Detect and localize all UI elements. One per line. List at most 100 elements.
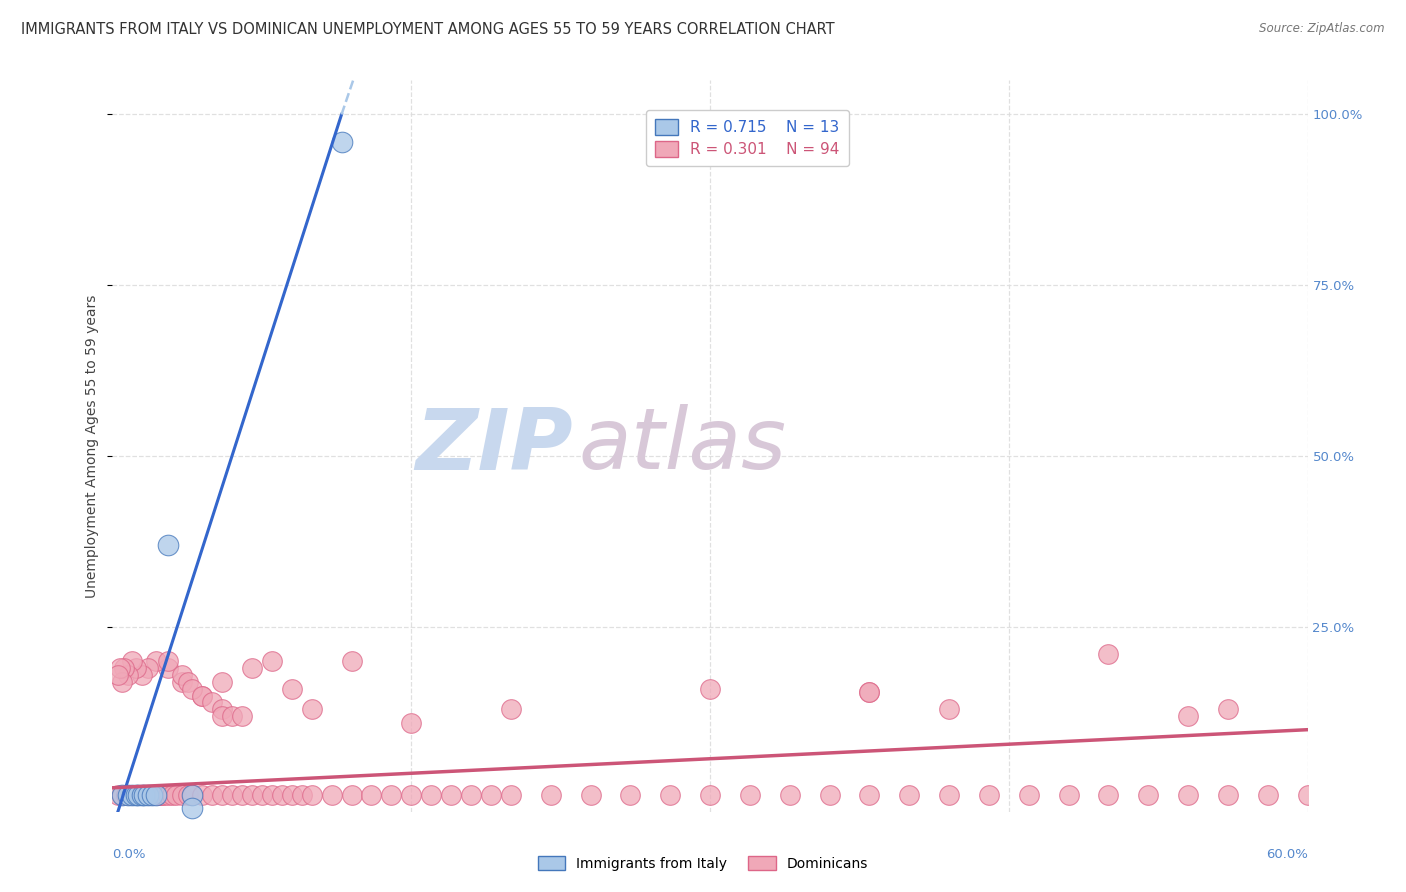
- Point: [191, 689, 214, 703]
- Point: [420, 788, 443, 802]
- Point: [131, 788, 153, 802]
- Point: [127, 788, 149, 802]
- Point: [1057, 788, 1080, 802]
- Point: [250, 788, 273, 802]
- Point: [153, 788, 176, 802]
- Point: [134, 788, 156, 802]
- Point: [211, 788, 233, 802]
- Point: [145, 788, 167, 802]
- Point: [135, 788, 157, 802]
- Legend: R = 0.715    N = 13, R = 0.301    N = 94: R = 0.715 N = 13, R = 0.301 N = 94: [645, 110, 849, 166]
- Text: ZIP: ZIP: [415, 404, 572, 488]
- Point: [1177, 709, 1199, 723]
- Point: [738, 788, 761, 802]
- Point: [221, 709, 243, 723]
- Point: [129, 788, 152, 802]
- Point: [1177, 788, 1199, 802]
- Point: [499, 788, 522, 802]
- Point: [111, 674, 134, 689]
- Point: [301, 702, 323, 716]
- Point: [141, 788, 163, 802]
- Point: [479, 788, 502, 802]
- Point: [149, 788, 172, 802]
- Point: [181, 681, 204, 696]
- Point: [121, 654, 143, 668]
- Point: [1097, 788, 1119, 802]
- Point: [115, 788, 138, 802]
- Text: IMMIGRANTS FROM ITALY VS DOMINICAN UNEMPLOYMENT AMONG AGES 55 TO 59 YEARS CORREL: IMMIGRANTS FROM ITALY VS DOMINICAN UNEMP…: [21, 22, 835, 37]
- Point: [145, 654, 167, 668]
- Point: [181, 801, 204, 815]
- Point: [340, 788, 363, 802]
- Y-axis label: Unemployment Among Ages 55 to 59 years: Unemployment Among Ages 55 to 59 years: [86, 294, 100, 598]
- Point: [157, 654, 180, 668]
- Point: [858, 788, 880, 802]
- Point: [172, 668, 194, 682]
- Point: [121, 788, 143, 802]
- Point: [240, 661, 263, 675]
- Point: [138, 788, 160, 802]
- Point: [579, 788, 602, 802]
- Point: [858, 685, 880, 699]
- Point: [201, 695, 224, 709]
- Point: [699, 681, 721, 696]
- Point: [145, 788, 167, 802]
- Point: [340, 654, 363, 668]
- Point: [301, 788, 323, 802]
- Point: [270, 788, 292, 802]
- Legend: Immigrants from Italy, Dominicans: Immigrants from Italy, Dominicans: [531, 850, 875, 876]
- Point: [131, 668, 153, 682]
- Point: [177, 674, 200, 689]
- Point: [1137, 788, 1160, 802]
- Point: [1216, 788, 1239, 802]
- Point: [281, 681, 304, 696]
- Point: [260, 788, 283, 802]
- Text: Source: ZipAtlas.com: Source: ZipAtlas.com: [1260, 22, 1385, 36]
- Point: [938, 788, 960, 802]
- Point: [121, 788, 143, 802]
- Point: [157, 538, 180, 552]
- Point: [191, 689, 214, 703]
- Point: [260, 654, 283, 668]
- Point: [125, 788, 148, 802]
- Point: [499, 702, 522, 716]
- Point: [211, 674, 233, 689]
- Point: [111, 788, 134, 802]
- Point: [321, 788, 343, 802]
- Point: [201, 788, 224, 802]
- Point: [143, 788, 166, 802]
- Point: [898, 788, 921, 802]
- Point: [1257, 788, 1279, 802]
- Point: [134, 788, 156, 802]
- Point: [181, 788, 204, 802]
- Point: [659, 788, 682, 802]
- Text: 0.0%: 0.0%: [112, 848, 146, 862]
- Point: [148, 788, 170, 802]
- Point: [281, 788, 304, 802]
- Point: [131, 788, 153, 802]
- Point: [211, 702, 233, 716]
- Point: [177, 788, 200, 802]
- Text: atlas: atlas: [579, 404, 786, 488]
- Text: 60.0%: 60.0%: [1265, 848, 1308, 862]
- Point: [117, 788, 139, 802]
- Point: [231, 709, 253, 723]
- Point: [291, 788, 314, 802]
- Point: [231, 788, 253, 802]
- Point: [211, 709, 233, 723]
- Point: [138, 788, 160, 802]
- Point: [330, 135, 353, 149]
- Point: [138, 661, 160, 675]
- Point: [157, 661, 180, 675]
- Point: [401, 715, 423, 730]
- Point: [114, 661, 135, 675]
- Point: [125, 661, 148, 675]
- Point: [858, 685, 880, 699]
- Point: [110, 661, 132, 675]
- Point: [540, 788, 562, 802]
- Point: [111, 788, 134, 802]
- Point: [117, 788, 139, 802]
- Point: [1296, 788, 1319, 802]
- Point: [127, 788, 149, 802]
- Point: [1216, 702, 1239, 716]
